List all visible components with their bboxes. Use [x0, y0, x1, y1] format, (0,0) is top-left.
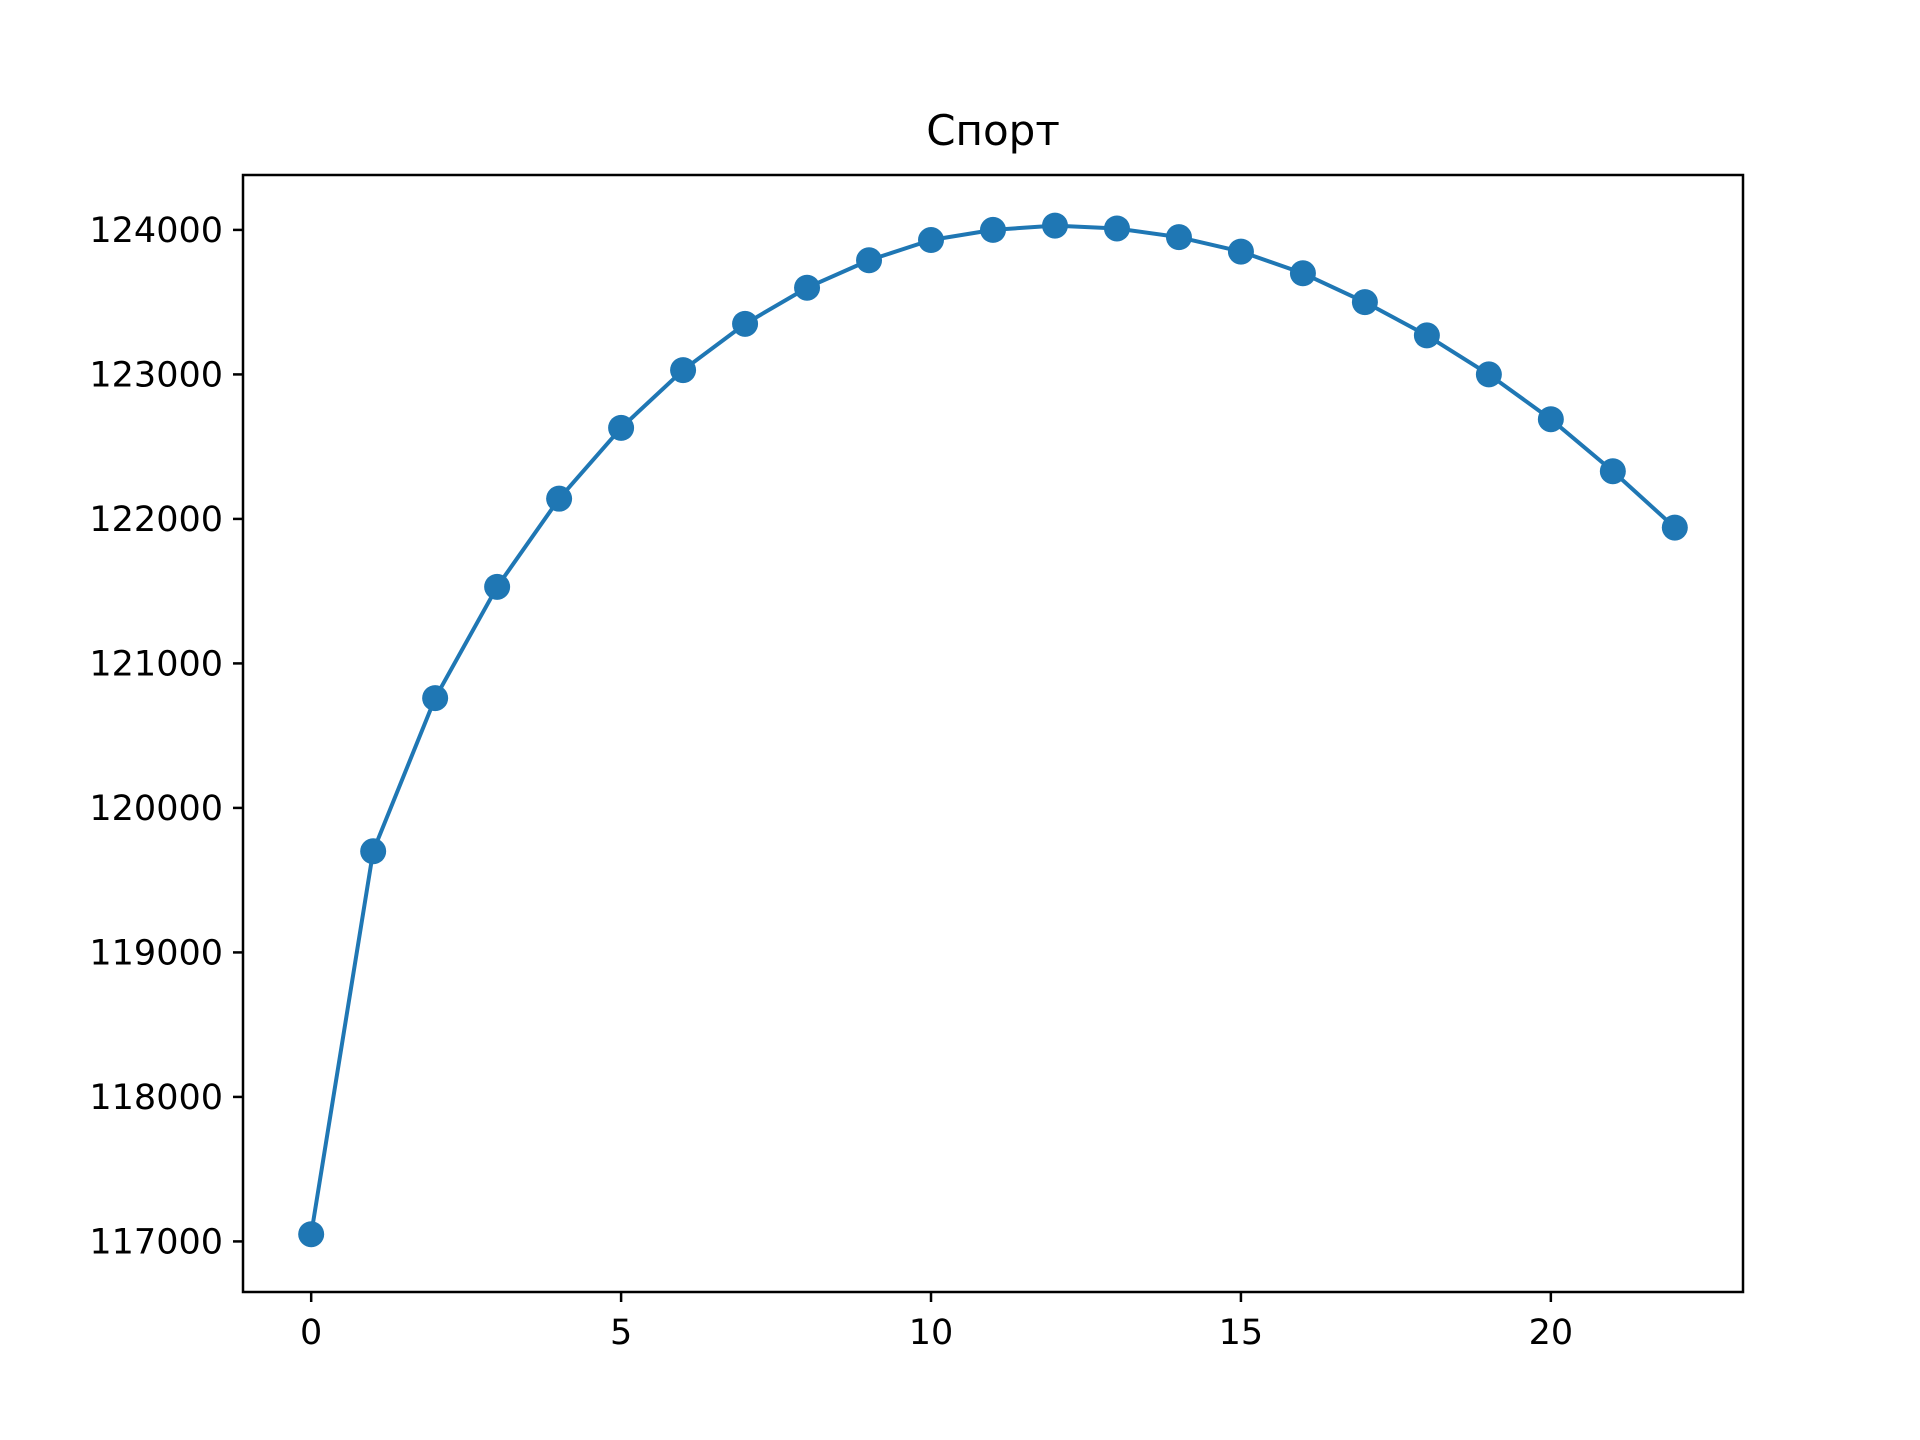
data-point [1537, 406, 1564, 433]
y-tick-label: 120000 [89, 789, 223, 829]
chart-title: Спорт [926, 106, 1060, 155]
data-point [1661, 514, 1688, 541]
y-tick-label: 117000 [89, 1222, 223, 1262]
y-tick-label: 118000 [89, 1078, 223, 1118]
x-tick-label: 15 [1219, 1313, 1264, 1353]
x-tick-label: 20 [1529, 1313, 1574, 1353]
series-line [309, 223, 1677, 1237]
data-point [670, 357, 697, 384]
data-point [608, 414, 635, 441]
x-tick-label: 5 [610, 1313, 632, 1353]
y-tick-label: 123000 [89, 355, 223, 395]
plot-area [298, 212, 1688, 1248]
y-tick-label: 119000 [89, 933, 223, 973]
data-point [422, 685, 449, 712]
data-point [856, 247, 883, 274]
x-tick-label: 0 [300, 1313, 322, 1353]
data-point [1041, 212, 1068, 239]
data-point [1599, 458, 1626, 485]
x-axis: 0 5 10 15 20 [300, 1292, 1573, 1353]
data-point [298, 1221, 325, 1248]
data-point [546, 485, 573, 512]
data-point [360, 838, 387, 865]
data-point [918, 227, 945, 254]
data-point [1165, 224, 1192, 251]
data-point [794, 274, 821, 301]
data-point [1289, 260, 1316, 287]
y-axis: 117000 118000 119000 120000 121000 122000 1230… [89, 211, 243, 1262]
data-point [1227, 238, 1254, 265]
y-tick-label: 122000 [89, 500, 223, 540]
data-point [980, 216, 1006, 243]
y-tick-label: 121000 [89, 644, 223, 684]
y-tick-label: 124000 [89, 211, 223, 251]
data-point [1413, 322, 1440, 349]
axes-frame [241, 173, 1745, 1294]
data-point [732, 310, 759, 337]
x-tick-label: 10 [909, 1313, 954, 1353]
data-point [1103, 215, 1130, 242]
data-point [1475, 361, 1502, 388]
data-point [1351, 289, 1378, 316]
data-point [484, 573, 511, 600]
